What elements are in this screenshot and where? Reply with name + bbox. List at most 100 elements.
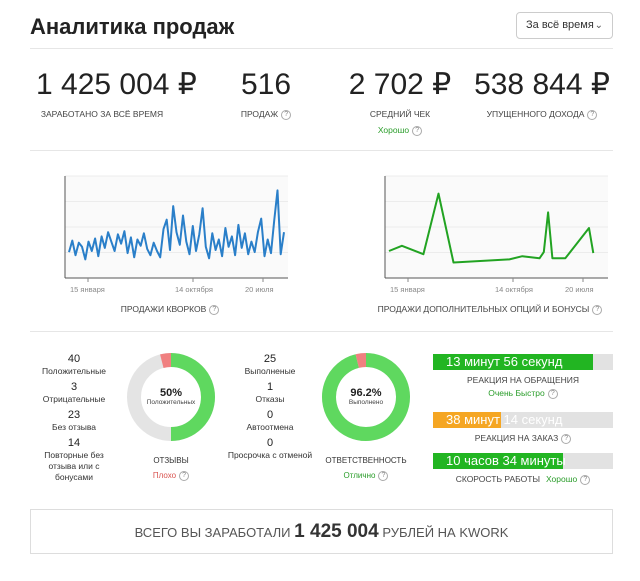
list-item-count: 0 — [266, 409, 274, 421]
list-item-count: 0 — [266, 437, 274, 449]
period-select-value: За всё время — [526, 19, 594, 31]
list-item-label: Автоотмена — [246, 422, 294, 432]
reviews-status-text: Плохо — [152, 471, 177, 481]
reaction-order-bar: 38 минут 14 секунд — [433, 412, 613, 428]
total-earned-banner: ВСЕГО ВЫ ЗАРАБОТАЛИ 1 425 004 РУБЛЕЙ НА … — [30, 509, 613, 554]
help-icon[interactable]: ? — [378, 471, 389, 481]
help-icon[interactable]: ? — [580, 474, 591, 485]
work-speed-bar: 10 часов 34 минуты — [433, 453, 613, 469]
reviews-donut-center: 50% Положительных — [126, 387, 216, 406]
bar-caption-text: РЕАКЦИЯ НА ЗАКАЗ — [474, 433, 559, 443]
reviews-label: ОТЗЫВЫ — [153, 456, 189, 465]
orders-positive-slice — [322, 353, 410, 441]
list-item-label: Просрочка с отменой — [227, 450, 313, 460]
orders-donut — [322, 353, 410, 441]
list-item-label: Выполненые — [244, 366, 296, 376]
stat-avg-check-value: 2 702 ₽ — [348, 68, 452, 101]
bar-note: Очень Быстро? — [433, 388, 613, 399]
bar-caption: РЕАКЦИЯ НА ЗАКАЗ? — [433, 433, 613, 444]
list-item: 25 Выполненые — [225, 353, 315, 377]
options-sales-caption-text: ПРОДАЖИ ДОПОЛНИТЕЛЬНЫХ ОПЦИЙ И БОНУСЫ — [377, 304, 590, 314]
list-item: 0 Просрочка с отменой — [225, 437, 315, 461]
orders-status: Отлично? — [316, 471, 416, 481]
list-item: 3 Отрицательные — [30, 381, 118, 405]
bar-fill — [433, 453, 563, 469]
list-item-count: 1 — [266, 381, 274, 393]
stat-lost-income-value: 538 844 ₽ — [474, 68, 610, 101]
reaction-requests: 13 минут 56 секунд РЕАКЦИЯ НА ОБРАЩЕНИЯ … — [433, 354, 613, 399]
list-item-label: Отказы — [255, 394, 285, 404]
options-sales-chart: 15 января 14 октября 20 июля — [384, 175, 608, 294]
list-item: 0 Автоотмена — [225, 409, 315, 433]
stat-lost-income: 538 844 ₽ УПУЩЕННОГО ДОХОДА? — [470, 66, 614, 120]
page-header: Аналитика продаж За всё время ⌄ — [30, 12, 613, 42]
stat-avg-check-status-text: Хорошо — [377, 125, 410, 135]
period-select[interactable]: За всё время ⌄ — [516, 12, 613, 39]
page-title: Аналитика продаж — [30, 14, 235, 39]
chevron-down-icon: ⌄ — [594, 20, 603, 31]
kworks-series-line — [68, 189, 285, 261]
stat-earned-label: ЗАРАБОТАНО ЗА ВСЁ ВРЕМЯ — [40, 109, 164, 119]
help-icon[interactable]: ? — [547, 388, 558, 399]
list-item: 14 Повторные без отзыва или с бонусами — [30, 437, 118, 483]
kworks-sales-caption: ПРОДАЖИ КВОРКОВ? — [50, 304, 290, 315]
list-item-count: 3 — [70, 381, 78, 393]
stat-earned-value: 1 425 004 ₽ — [36, 68, 197, 101]
divider — [30, 48, 613, 49]
bar-fill — [433, 412, 502, 428]
list-item-count: 40 — [67, 353, 81, 365]
bar-fill — [433, 354, 594, 370]
kworks-sales-chart: 15 января 14 октября 20 июля — [64, 175, 288, 294]
bar-caption-text: СКОРОСТЬ РАБОТЫ — [455, 474, 540, 484]
help-icon[interactable]: ? — [561, 433, 572, 444]
orders-list: 25 Выполненые 1 Отказы 0 Автоотмена 0 Просро… — [225, 353, 315, 465]
bar-text: 13 минут 56 секунд — [446, 354, 563, 369]
bar-note-text: Хорошо — [545, 474, 578, 484]
bar-caption: СКОРОСТЬ РАБОТЫ Хорошо? — [433, 474, 613, 485]
help-icon[interactable]: ? — [587, 109, 598, 120]
stat-sales-label: ПРОДАЖ? — [226, 108, 306, 120]
list-item: 23 Без отзыва — [30, 409, 118, 433]
bar-caption: РЕАКЦИЯ НА ОБРАЩЕНИЯ — [433, 375, 613, 385]
stat-earned: 1 425 004 ₽ ЗАРАБОТАНО ЗА ВСЁ ВРЕМЯ — [36, 66, 197, 120]
help-icon[interactable]: ? — [179, 471, 190, 481]
reviews-status: Плохо? — [126, 471, 216, 481]
stat-sales-label-text: ПРОДАЖ — [240, 109, 279, 119]
options-sales-caption: ПРОДАЖИ ДОПОЛНИТЕЛЬНЫХ ОПЦИЙ И БОНУСЫ? — [370, 304, 610, 315]
list-item-label: Без отзыва — [52, 422, 96, 432]
total-prefix: ВСЕГО ВЫ ЗАРАБОТАЛИ — [134, 525, 291, 540]
stat-avg-check-status: Хорошо? — [345, 124, 455, 136]
x-tick-label: 15 января — [390, 285, 425, 294]
list-item-count: 25 — [263, 353, 277, 365]
orders-status-text: Отлично — [343, 471, 376, 481]
help-icon[interactable]: ? — [412, 125, 423, 136]
reviews-donut-percent: 50% — [159, 387, 183, 399]
reaction-order: 38 минут 14 секунд РЕАКЦИЯ НА ЗАКАЗ? — [433, 412, 613, 444]
reviews-negative-slice — [160, 352, 172, 368]
help-icon[interactable]: ? — [281, 109, 292, 120]
list-item-count: 23 — [67, 409, 81, 421]
x-tick-label: 14 октября — [175, 285, 213, 294]
x-tick-label: 20 июля — [245, 285, 274, 294]
list-item-label: Положительные — [42, 366, 106, 376]
list-item-label: Отрицательные — [42, 394, 106, 404]
divider — [30, 331, 613, 332]
options-series-line — [388, 192, 595, 264]
help-icon[interactable]: ? — [209, 304, 220, 315]
stat-sales-value: 516 — [240, 68, 292, 101]
bar-text: 38 минут 14 секунд — [446, 412, 563, 427]
divider — [30, 150, 613, 151]
reviews-positive-slice — [170, 353, 215, 441]
bar-note-text: Очень Быстро — [488, 388, 545, 398]
orders-label: ОТВЕТСТВЕННОСТЬ — [325, 456, 407, 465]
reviews-donut — [127, 352, 215, 441]
orders-negative-slice — [355, 353, 367, 368]
reviews-donut-sub: Положительных — [146, 399, 196, 406]
stat-avg-check: 2 702 ₽ СРЕДНИЙ ЧЕК Хорошо? — [345, 66, 455, 136]
help-icon[interactable]: ? — [592, 304, 603, 315]
total-amount: 1 425 004 — [294, 521, 379, 542]
reviews-list: 40 Положительные 3 Отрицательные 23 Без отз… — [30, 353, 118, 487]
stat-lost-income-label: УПУЩЕННОГО ДОХОДА? — [470, 108, 614, 120]
list-item-label: Повторные без отзыва или с бонусами — [44, 450, 104, 482]
stat-lost-income-label-text: УПУЩЕННОГО ДОХОДА — [486, 109, 585, 119]
